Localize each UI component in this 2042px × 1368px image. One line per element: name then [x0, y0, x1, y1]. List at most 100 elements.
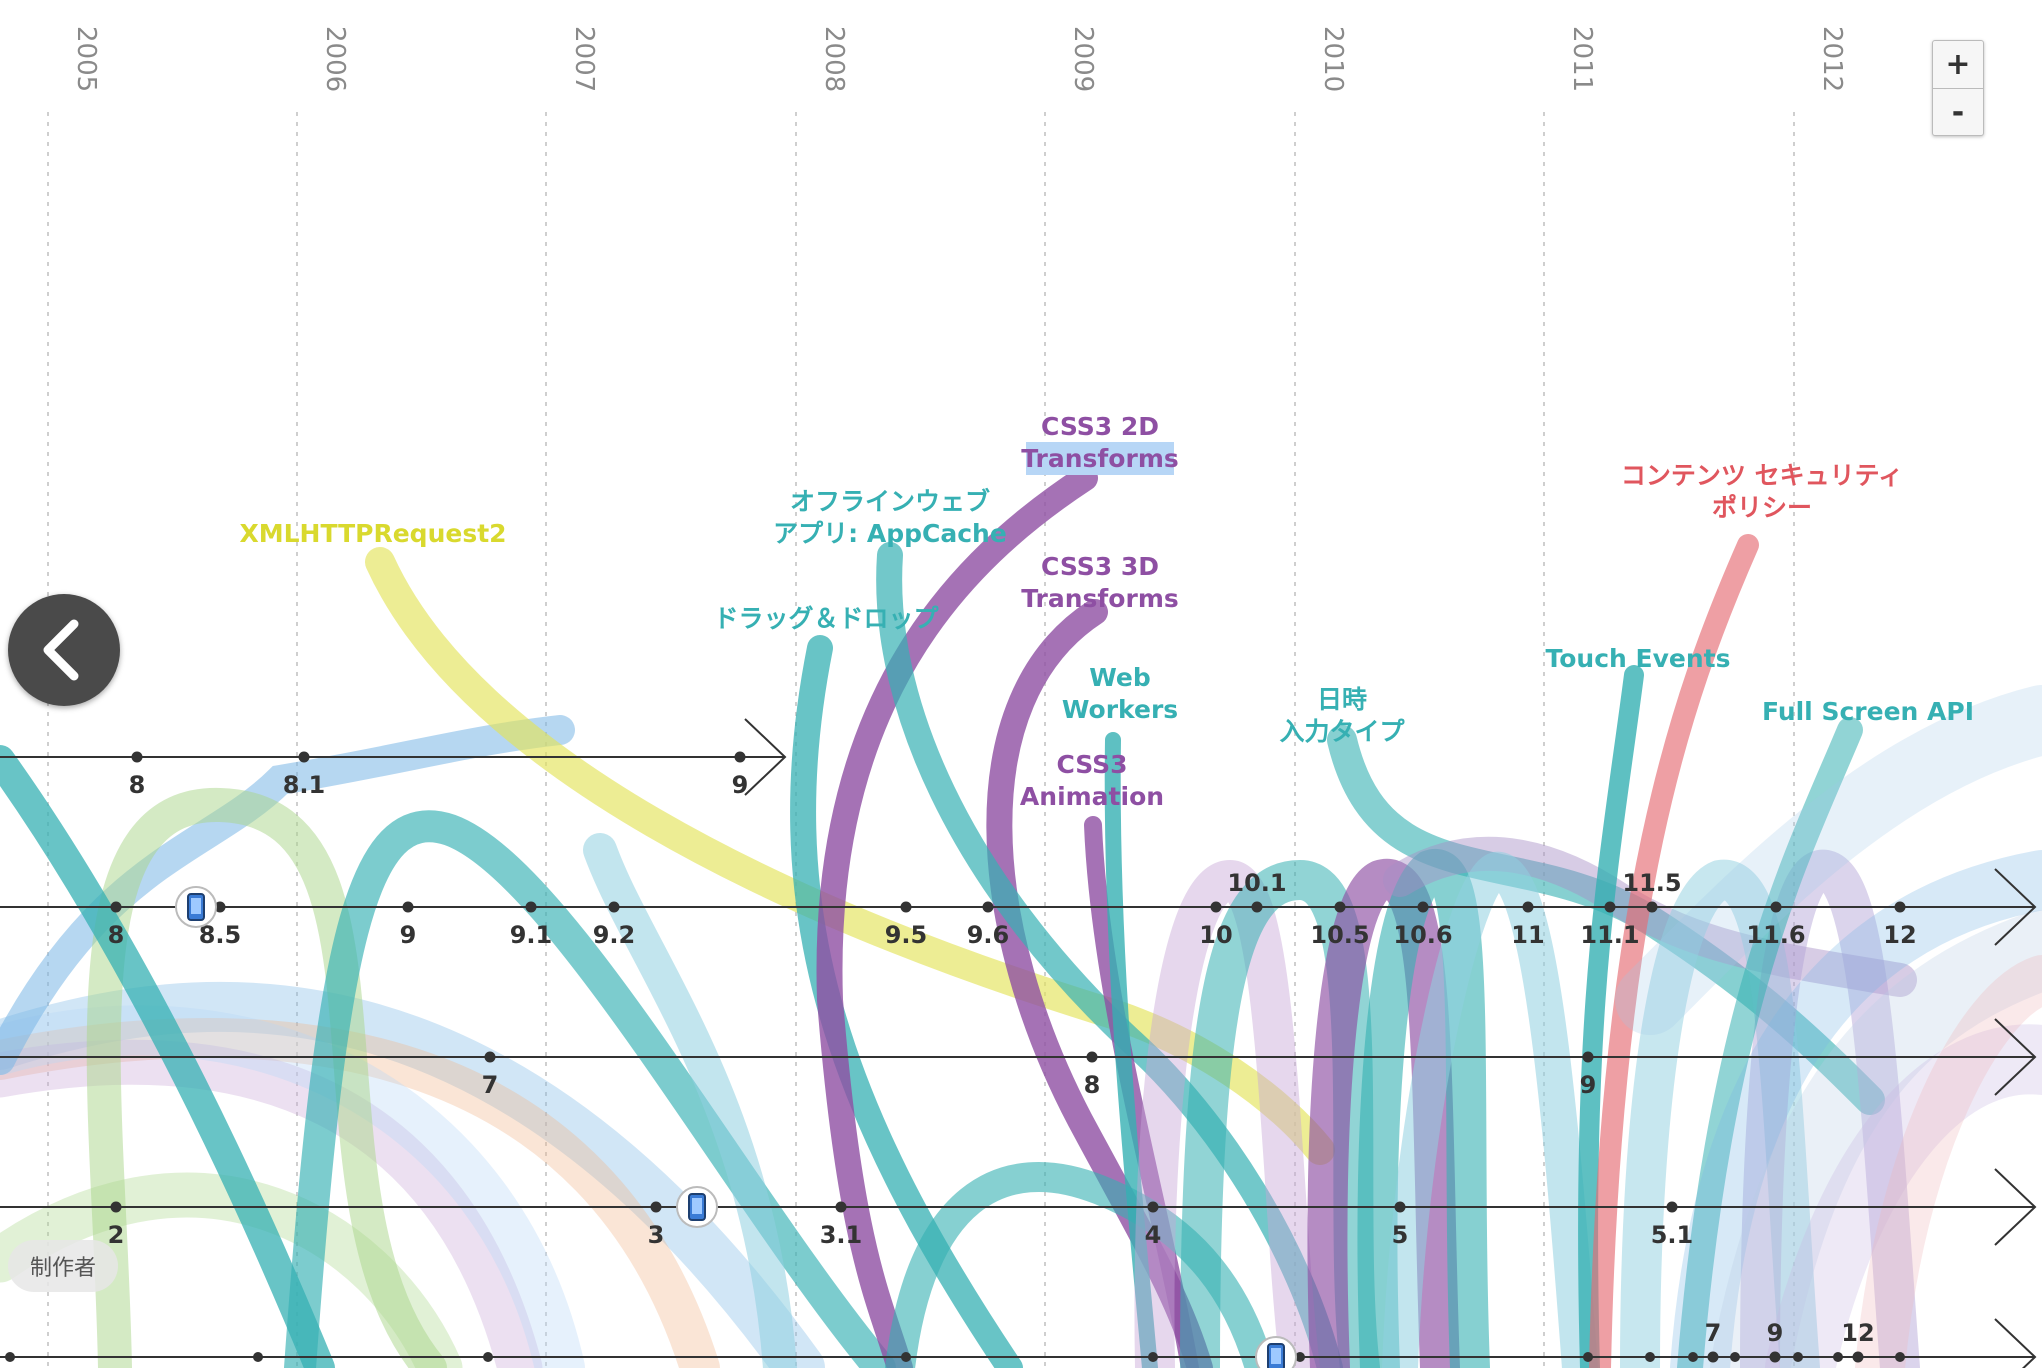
year-label: 2005: [71, 26, 101, 92]
mobile-phone-icon: [1255, 1336, 1297, 1368]
back-button[interactable]: [8, 594, 120, 706]
version-marker[interactable]: [982, 901, 994, 913]
version-marker[interactable]: [734, 751, 746, 763]
feature-ribbon: [1383, 836, 1917, 997]
version-marker[interactable]: [1583, 1352, 1593, 1362]
feature-ribbon: [1134, 859, 1320, 1368]
zoom-control: + -: [1932, 40, 1984, 136]
feature-label-text: Touch Events: [1546, 644, 1731, 673]
version-marker[interactable]: [1707, 1351, 1719, 1363]
zoom-in-button[interactable]: +: [1933, 41, 1983, 88]
version-marker[interactable]: [525, 901, 537, 913]
feature-label-css3-animation[interactable]: CSS3 Animation: [1020, 750, 1164, 811]
browser-row-3: 7 8 9: [0, 1018, 2037, 1099]
credits-button[interactable]: 制作者: [8, 1240, 119, 1292]
version-marker[interactable]: [1793, 1352, 1803, 1362]
version-label: 3: [648, 1221, 665, 1249]
version-label: 9: [1767, 1319, 1784, 1347]
feature-ribbon: [1620, 859, 1820, 1368]
version-marker[interactable]: [1833, 1352, 1843, 1362]
version-marker[interactable]: [1522, 901, 1534, 913]
version-marker[interactable]: [253, 1352, 263, 1362]
version-marker[interactable]: [110, 1201, 122, 1213]
zoom-out-button[interactable]: -: [1933, 88, 1983, 135]
version-marker[interactable]: [1147, 1201, 1159, 1213]
year-label: 2007: [569, 26, 599, 92]
version-marker[interactable]: [1086, 1051, 1098, 1063]
feature-label-full-screen-api[interactable]: Full Screen API: [1762, 697, 1974, 726]
version-marker[interactable]: [1770, 901, 1782, 913]
version-marker[interactable]: [835, 1201, 847, 1213]
feature-ribbon: [583, 833, 797, 1368]
feature-label-text: CSS3 2D: [1041, 412, 1159, 441]
version-marker[interactable]: [1582, 1051, 1594, 1063]
version-marker[interactable]: [1666, 1201, 1678, 1213]
version-marker[interactable]: [1646, 901, 1658, 913]
version-marker[interactable]: [1645, 1352, 1655, 1362]
row-arrow-head: [1994, 1018, 2037, 1096]
version-marker[interactable]: [608, 901, 620, 913]
version-marker[interactable]: [1769, 1351, 1781, 1363]
version-marker[interactable]: [110, 901, 122, 913]
feature-ribbon: [1578, 665, 1644, 1368]
feature-ribbon: [0, 745, 335, 1368]
version-label: 11.6: [1746, 921, 1805, 949]
version-marker[interactable]: [1895, 1352, 1905, 1362]
version-marker[interactable]: [483, 1352, 493, 1362]
feature-label-XMLHTTPRequest2[interactable]: XMLHTTPRequest2: [239, 519, 506, 548]
version-marker[interactable]: [1604, 901, 1616, 913]
feature-ribbon: [1615, 685, 2042, 1035]
version-marker[interactable]: [5, 1352, 15, 1362]
feature-label-drag-and-drop[interactable]: ドラッグ＆ドロップ: [713, 604, 939, 633]
version-marker[interactable]: [298, 751, 310, 763]
feature-ribbon: [1677, 717, 1863, 1368]
version-marker[interactable]: [1251, 901, 1263, 913]
feature-label-text: 日時: [1317, 685, 1367, 714]
version-marker[interactable]: [1394, 1201, 1406, 1213]
version-label: 8: [108, 921, 125, 949]
version-label: 9: [732, 771, 749, 799]
version-marker[interactable]: [1852, 1351, 1864, 1363]
feature-label-css3-3d-transforms[interactable]: CSS3 3D Transforms: [1021, 552, 1179, 613]
version-marker[interactable]: [1148, 1352, 1158, 1362]
feature-ribbon: [1104, 732, 1158, 1368]
version-marker[interactable]: [901, 1352, 911, 1362]
version-label: 9.5: [885, 921, 928, 949]
feature-label-text: Animation: [1020, 782, 1164, 811]
feature-ribbon: [816, 465, 1098, 1368]
version-marker[interactable]: [900, 901, 912, 913]
feature-ribbon: [1710, 910, 2042, 1368]
version-label: 10.6: [1393, 921, 1452, 949]
feature-label-web-workers[interactable]: Web Workers: [1062, 663, 1178, 724]
mobile-phone-icon: [676, 1186, 718, 1228]
version-marker[interactable]: [1730, 1352, 1740, 1362]
version-marker[interactable]: [1688, 1352, 1698, 1362]
feature-label-text: Transforms: [1021, 584, 1179, 613]
version-marker[interactable]: [1894, 901, 1906, 913]
version-marker[interactable]: [650, 1201, 662, 1213]
feature-label-text: ポリシー: [1712, 493, 1812, 522]
browser-row-1: 8 8.1 9: [0, 718, 787, 799]
version-marker[interactable]: [1417, 901, 1429, 913]
feature-ribbon: [1357, 849, 1490, 1368]
year-label: 2009: [1068, 26, 1098, 92]
feature-label-css3-2d-transforms[interactable]: CSS3 2D Transforms: [1021, 412, 1179, 475]
feature-ribbon: [885, 1162, 1275, 1368]
feature-label-touch-events[interactable]: Touch Events: [1546, 644, 1731, 673]
year-label: 2006: [320, 26, 350, 92]
version-marker[interactable]: [484, 1051, 496, 1063]
row-arrow-head: [744, 718, 787, 796]
year-grid: 2005 2006 2007 2008 2009 2010 2011 2012: [47, 26, 1847, 1368]
version-marker[interactable]: [402, 901, 414, 913]
version-marker[interactable]: [1334, 901, 1346, 913]
version-marker[interactable]: [131, 751, 143, 763]
version-marker[interactable]: [214, 901, 226, 913]
version-marker[interactable]: [1295, 1352, 1305, 1362]
version-marker[interactable]: [1210, 901, 1222, 913]
